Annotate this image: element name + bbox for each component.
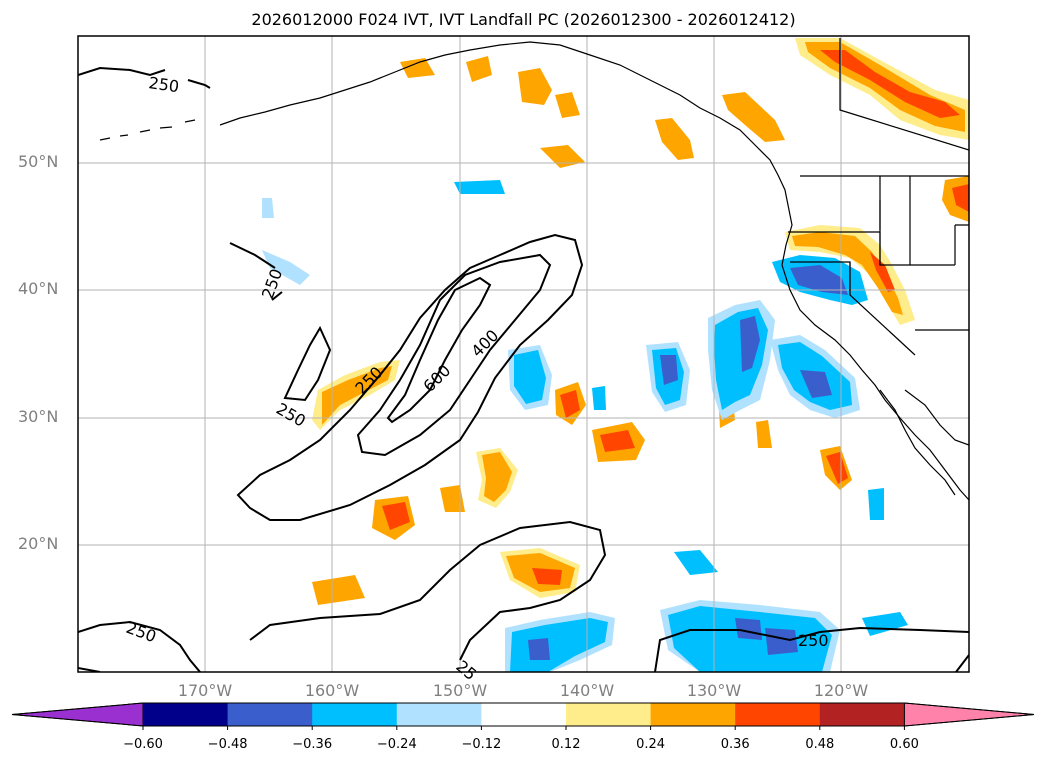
colorbar-tick-label: 0.24: [636, 737, 666, 752]
pc-positive-area-south-mid-peak: [532, 568, 562, 585]
mexico-coast: [904, 389, 969, 446]
pc-positive-area-gulf-alaska-2: [466, 56, 492, 82]
lat-label-40n: 40°N: [18, 279, 59, 298]
pc-negative-area-sw-cal-peak: [800, 370, 832, 398]
pc-negative-area-southeast-peak-2: [765, 628, 798, 655]
contour-250-nw-loop: [229, 242, 283, 301]
pc-negative-area-southeast-peak: [735, 618, 762, 640]
colorbar-segment: [650, 703, 736, 726]
colorbar-tick-label: 0.12: [551, 737, 581, 752]
colorbar-segment: [735, 703, 821, 726]
pc-negative-area-nw-2: [262, 198, 274, 218]
colorbar-segment: [143, 703, 229, 726]
contour-400: [356, 253, 552, 457]
pc-negative-area-central-peak: [660, 355, 678, 385]
colorbar-tick-label: −0.36: [292, 737, 333, 752]
colorbar-segment: [396, 703, 482, 726]
colorbar-segment: [481, 703, 567, 726]
pc-positive-area-gulf-alaska: [518, 68, 552, 105]
colorbar-segment: [312, 703, 398, 726]
colorbar-extend-low: [11, 702, 144, 727]
contour-label-250-se: 250: [798, 631, 829, 650]
pc-positive-area-oregon-peak: [870, 252, 895, 292]
state-border-idaho: [879, 176, 911, 265]
pc-negative-area-california-core: [790, 265, 848, 295]
contour-250-se-loop: [955, 654, 969, 672]
pc-negative-area-mid-core: [514, 350, 546, 404]
pc-positive-area-gulf-alaska-3: [555, 92, 580, 118]
pc-positive-area-hawaii-west-peak: [382, 502, 410, 530]
map-frame: [77, 35, 970, 673]
pc-positive-area-bc-coast: [655, 118, 694, 160]
contour-600: [386, 276, 492, 424]
map-title: 2026012000 F024 IVT, IVT Landfall PC (20…: [251, 10, 796, 29]
pc-positive-area-central-mid-core: [482, 452, 512, 502]
contour-250-west: [283, 325, 332, 402]
lat-label-20n: 20°N: [18, 534, 59, 553]
pc-positive-area-baja-peak: [826, 452, 848, 484]
colorbar-segment: [819, 703, 905, 726]
colorbar: [11, 702, 1035, 730]
contour-label-250-left: 250: [258, 266, 286, 301]
pc-negative-area-south-peak: [528, 638, 550, 660]
colorbar-tick-label: 0.36: [720, 737, 750, 752]
pc-positive-area-east-small: [756, 420, 772, 448]
colorbar-tick-label: −0.48: [207, 737, 248, 752]
aleutian-islands: [99, 119, 196, 141]
pc-shading: [262, 38, 969, 672]
bc-border: [839, 38, 969, 151]
colorbar-segment: [227, 703, 313, 726]
graticule: [78, 36, 969, 672]
colorbar-tick-label: 0.48: [805, 737, 835, 752]
pc-positive-area-idaho-peak: [952, 184, 969, 212]
lon-label-160w: 160°W: [304, 681, 360, 700]
contour-250-southeast: [654, 626, 969, 672]
pc-positive-area-central-east-peak: [560, 390, 580, 418]
pc-positive-area-vancouver: [722, 92, 785, 142]
coastlines: [99, 38, 969, 501]
baja-peninsula: [879, 389, 956, 496]
lon-label-170w: 170°W: [177, 681, 233, 700]
lat-label-50n: 50°N: [18, 152, 59, 171]
pc-negative-area-east-pac-peak: [740, 316, 760, 372]
pc-positive-area-west-small: [440, 485, 465, 512]
colorbar-tick-label: −0.24: [376, 737, 417, 752]
colorbar-segment: [566, 703, 652, 726]
lon-label-130w: 130°W: [686, 681, 742, 700]
state-border-ut: [954, 224, 969, 265]
pc-negative-area-small-east: [862, 612, 908, 636]
pc-positive-area-oregon: [785, 225, 915, 325]
lon-label-150w: 150°W: [432, 681, 488, 700]
pc-positive-area-gulf-alaska-4: [540, 145, 585, 168]
contour-250-south: [249, 520, 607, 661]
pc-negative-area-gulf: [454, 180, 505, 194]
pc-negative-area-sm: [592, 386, 606, 410]
alaska-coastline: [219, 41, 969, 501]
pc-negative-area-baja-south: [868, 488, 884, 520]
pc-positive-area-nw-canada-peak: [820, 50, 960, 118]
contour-250-nw: [78, 66, 211, 89]
lat-label-30n: 30°N: [18, 407, 59, 426]
lon-label-120w: 120°W: [813, 681, 869, 700]
contour-250-southwest: [78, 620, 201, 672]
pc-negative-area-hawaii-east: [674, 550, 718, 575]
contour-label-250-sw: 250: [124, 618, 159, 646]
contour-label-600: 600: [419, 361, 454, 396]
pc-positive-area-south-west: [312, 575, 365, 605]
contour-label-400: 400: [467, 326, 502, 361]
colorbar-tick-label: 0.60: [889, 737, 919, 752]
colorbar-extend-high: [903, 702, 1035, 727]
ivt-contours: [78, 66, 969, 672]
pc-negative-area-nw: [262, 250, 310, 285]
lon-label-140w: 140°W: [559, 681, 615, 700]
pc-positive-area-hawaii-north-peak: [600, 430, 635, 452]
contour-label-250-west: 250: [273, 399, 309, 431]
contour-label-250-nw: 250: [147, 73, 180, 96]
contour-250-main: [236, 233, 584, 521]
colorbar-tick-label: −0.12: [461, 737, 502, 752]
colorbar-tick-label: −0.60: [123, 737, 163, 752]
contour-label-250-s: 25: [452, 657, 480, 685]
pc-positive-area-aleutian: [400, 58, 435, 78]
